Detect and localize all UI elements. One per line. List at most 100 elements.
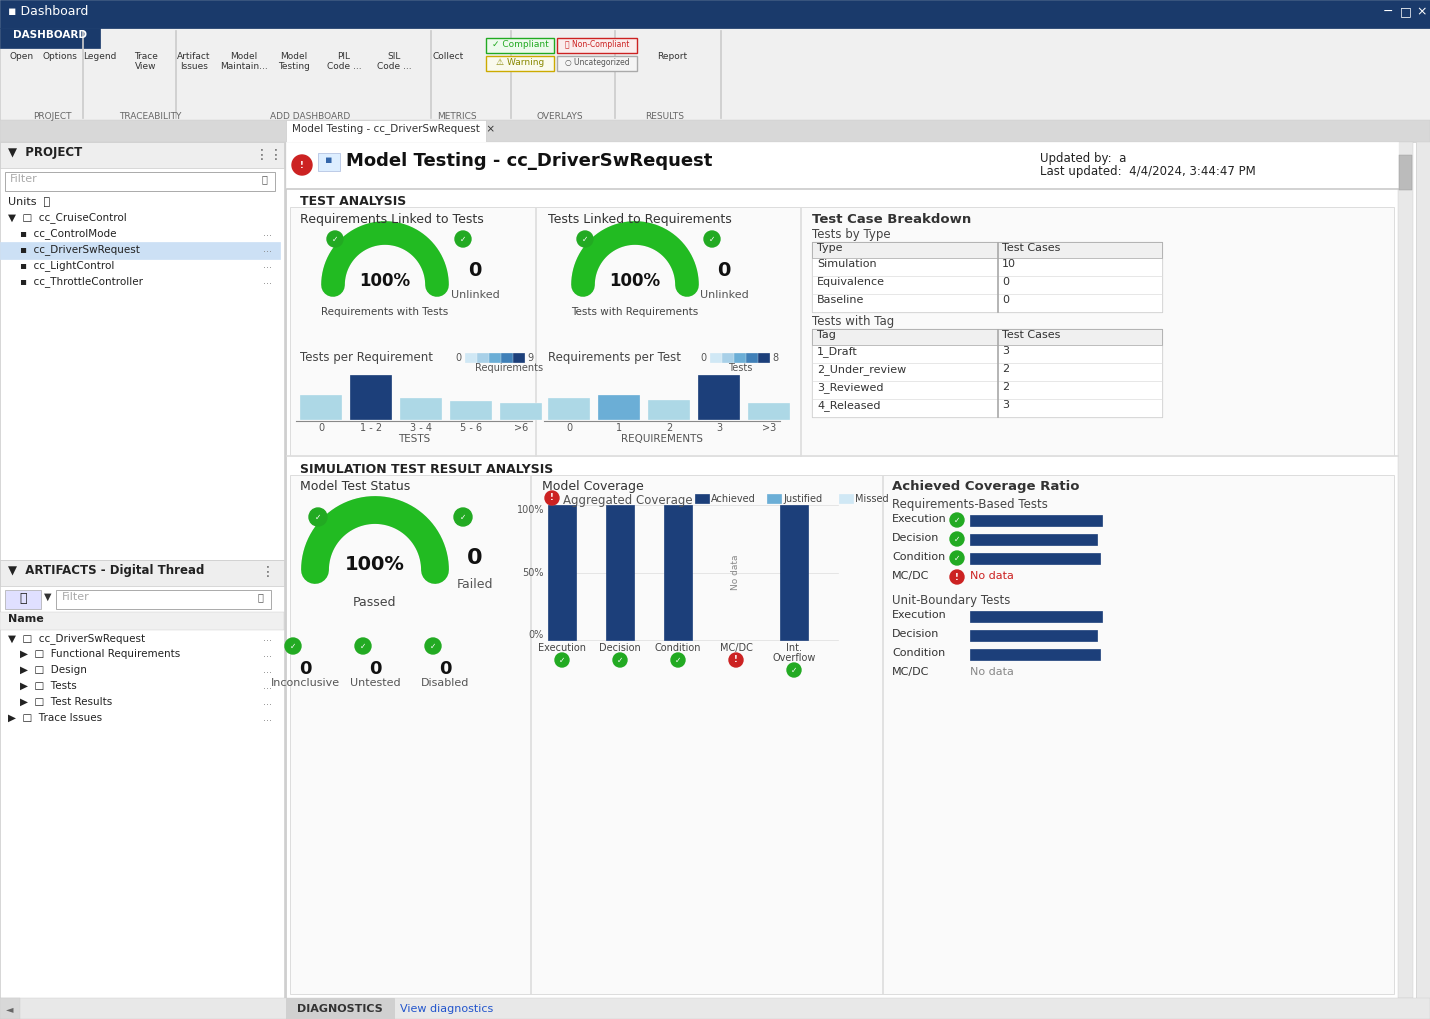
Text: Trace
View: Trace View: [134, 52, 157, 71]
Bar: [0, 242, 280, 259]
Text: 10: 10: [1002, 259, 1015, 269]
Text: ✓: ✓: [460, 513, 466, 522]
Bar: [1399, 155, 1411, 190]
Text: ✓: ✓: [360, 642, 366, 650]
Bar: [500, 403, 542, 420]
Text: ...: ...: [263, 228, 273, 238]
Text: Tag: Tag: [817, 330, 837, 340]
Text: ▼  □  cc_DriverSwRequest: ▼ □ cc_DriverSwRequest: [9, 633, 144, 644]
Bar: [4, 590, 41, 609]
Bar: [812, 329, 1163, 345]
Text: Execution: Execution: [892, 514, 947, 524]
Text: Requirements: Requirements: [475, 363, 543, 373]
Text: Untested: Untested: [350, 678, 400, 688]
Bar: [548, 397, 591, 420]
Text: ✓: ✓: [675, 655, 681, 664]
Text: −: −: [1383, 5, 1393, 18]
Text: 0: 0: [1002, 277, 1010, 287]
Text: Execution: Execution: [892, 610, 947, 620]
Text: ▼  □  cc_CruiseControl: ▼ □ cc_CruiseControl: [9, 212, 127, 223]
Bar: [0, 28, 1430, 120]
Circle shape: [787, 663, 801, 677]
Circle shape: [613, 653, 626, 667]
Text: Decision: Decision: [599, 643, 641, 653]
Bar: [286, 998, 395, 1019]
Text: MC/DC: MC/DC: [892, 571, 930, 581]
Circle shape: [545, 491, 559, 505]
Text: 0: 0: [455, 353, 460, 363]
Text: 2: 2: [666, 423, 672, 433]
Text: ...: ...: [263, 276, 273, 286]
Text: ◄: ◄: [6, 1004, 14, 1014]
Text: ✓: ✓: [290, 642, 296, 650]
Text: Overflow: Overflow: [772, 653, 815, 663]
Circle shape: [425, 638, 440, 654]
Bar: [606, 505, 633, 640]
Circle shape: [950, 570, 964, 584]
Circle shape: [950, 551, 964, 565]
Text: ▶  □  Trace Issues: ▶ □ Trace Issues: [9, 713, 102, 723]
Bar: [970, 553, 1100, 564]
Circle shape: [671, 653, 685, 667]
Text: Name: Name: [9, 614, 44, 624]
Text: Units  ⓘ: Units ⓘ: [9, 196, 50, 206]
Text: 0%: 0%: [529, 630, 543, 640]
Text: TESTS: TESTS: [398, 434, 430, 444]
Text: Disabled: Disabled: [420, 678, 469, 688]
Text: OVERLAYS: OVERLAYS: [536, 112, 583, 121]
Text: ×: ×: [1417, 5, 1427, 18]
Text: ✓: ✓: [616, 655, 623, 664]
Text: 100%: 100%: [609, 272, 661, 290]
Text: 8: 8: [772, 353, 778, 363]
Text: Decision: Decision: [892, 533, 940, 543]
Text: !: !: [955, 573, 960, 582]
Bar: [0, 142, 285, 168]
Bar: [0, 28, 100, 48]
Bar: [286, 142, 1416, 998]
Text: SIMULATION TEST RESULT ANALYSIS: SIMULATION TEST RESULT ANALYSIS: [300, 463, 553, 476]
Text: 📊: 📊: [19, 592, 27, 605]
Bar: [812, 345, 1163, 363]
Bar: [1399, 142, 1413, 998]
Text: Missed: Missed: [855, 494, 888, 504]
Text: ...: ...: [263, 713, 273, 723]
Text: Open: Open: [10, 52, 34, 61]
Text: Inconclusive: Inconclusive: [270, 678, 339, 688]
Text: MC/DC: MC/DC: [719, 643, 752, 653]
Text: 0: 0: [439, 660, 452, 678]
Bar: [350, 375, 392, 420]
Text: 3: 3: [716, 423, 722, 433]
Text: 0: 0: [299, 660, 312, 678]
Text: ▪  cc_ControlMode: ▪ cc_ControlMode: [20, 228, 116, 238]
Bar: [812, 242, 1163, 258]
Text: No data: No data: [970, 571, 1014, 581]
Text: 3_Reviewed: 3_Reviewed: [817, 382, 884, 393]
Text: ...: ...: [263, 649, 273, 659]
Text: ▶  □  Test Results: ▶ □ Test Results: [20, 697, 112, 707]
Text: 1_Draft: 1_Draft: [817, 346, 858, 357]
Bar: [0, 998, 20, 1019]
Text: Test Cases: Test Cases: [1002, 243, 1061, 253]
Text: 🚫 Non-Compliant: 🚫 Non-Compliant: [565, 40, 629, 49]
Text: Tests: Tests: [728, 363, 752, 373]
Text: ▪  cc_ThrottleController: ▪ cc_ThrottleController: [20, 276, 143, 287]
Bar: [648, 399, 691, 420]
Text: ...: ...: [263, 633, 273, 643]
Text: 9: 9: [528, 353, 533, 363]
Text: !: !: [734, 655, 738, 664]
Bar: [812, 258, 1163, 276]
Text: 50%: 50%: [522, 568, 543, 578]
Text: >3: >3: [762, 423, 776, 433]
Bar: [970, 649, 1100, 660]
Text: ▶  □  Tests: ▶ □ Tests: [20, 681, 77, 691]
Text: Collect: Collect: [432, 52, 463, 61]
Bar: [0, 120, 1430, 142]
Text: 🔍: 🔍: [262, 174, 267, 184]
Text: ...: ...: [263, 665, 273, 675]
Bar: [746, 353, 756, 362]
Circle shape: [292, 155, 312, 175]
Text: Updated by:  a: Updated by: a: [1040, 152, 1127, 165]
Circle shape: [576, 231, 593, 247]
Bar: [711, 353, 721, 362]
Bar: [812, 381, 1163, 399]
